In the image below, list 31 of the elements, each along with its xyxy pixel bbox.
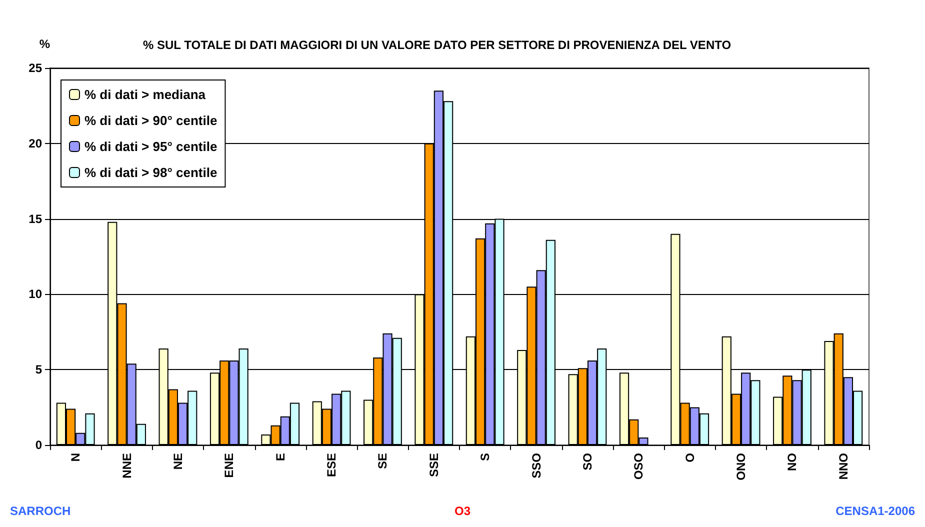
x-tick-label: S xyxy=(478,453,492,462)
chart-title: % SUL TOTALE DI DATI MAGGIORI DI UN VALORE DATO PER SETTORE DI PROVENIENZA DEL VENTO xyxy=(143,38,732,52)
text: CENSA1-2006 xyxy=(836,504,916,518)
x-tick-label: N xyxy=(68,453,83,462)
x-tick-label: NNE xyxy=(120,453,134,478)
legend-label: % di dati > 95° centile xyxy=(84,139,218,154)
x-tick-label: OSO xyxy=(632,453,646,480)
legend-label: % di dati > 98° centile xyxy=(84,165,218,180)
x-tick-label: SO xyxy=(580,453,594,470)
legend-label: % di dati > mediana xyxy=(84,87,206,102)
text: O3 xyxy=(454,504,471,518)
x-tick-label: SSO xyxy=(529,453,544,478)
text: SARROCH xyxy=(10,504,71,518)
y-tick-label: 0 xyxy=(35,438,42,452)
y-tick-label: 25 xyxy=(28,61,42,75)
x-tick-label: E xyxy=(273,453,288,462)
x-tick-label: ENE xyxy=(222,453,236,478)
x-tick-label: O xyxy=(682,453,697,462)
y-tick-label: 20 xyxy=(28,136,42,150)
x-tick-label: NO xyxy=(785,453,800,471)
y-axis-title: % xyxy=(39,37,50,51)
x-tick-label: SE xyxy=(376,453,390,470)
y-tick-label: 10 xyxy=(28,287,42,302)
x-tick-label: NNO xyxy=(836,453,850,480)
legend-label: % di dati > 90° centile xyxy=(84,113,218,128)
y-tick-label: 5 xyxy=(35,362,42,377)
x-tick-label: NE xyxy=(170,453,185,470)
x-tick-label: SSE xyxy=(426,453,441,478)
x-tick-label: ONO xyxy=(734,453,748,480)
y-tick-label: 15 xyxy=(28,212,42,226)
x-tick-label: ESE xyxy=(324,453,339,478)
